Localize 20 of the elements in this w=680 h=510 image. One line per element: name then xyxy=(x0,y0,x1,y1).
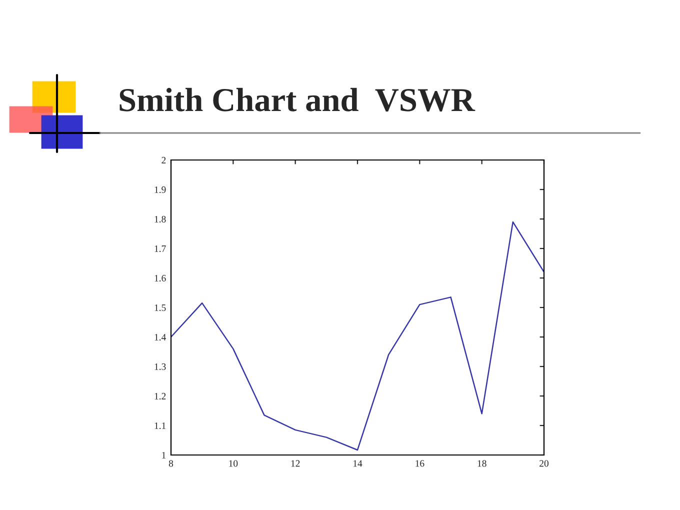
y-tick-label: 1.4 xyxy=(154,334,166,341)
x-tick-label: 12 xyxy=(291,460,300,467)
x-tick-label: 20 xyxy=(540,460,548,467)
x-tick-label: 8 xyxy=(168,460,174,467)
y-tick-label: 1.7 xyxy=(154,245,166,252)
y-tick-label: 1.5 xyxy=(154,304,166,312)
y-tick-label: 1.3 xyxy=(154,363,166,370)
chart-title: Smith Chart and VSWR xyxy=(120,88,476,112)
x-tick-label: 16 xyxy=(416,460,424,467)
y-tick-label: 1.8 xyxy=(154,216,166,223)
y-tick-label: 1.6 xyxy=(154,274,166,282)
y-tick-label: 2 xyxy=(162,156,166,164)
x-tick-label: 18 xyxy=(478,460,486,467)
line-series xyxy=(171,221,544,451)
y-tick-label: 1.1 xyxy=(154,422,166,430)
y-tick-label: 1.9 xyxy=(154,186,166,194)
x-tick-label: 10 xyxy=(229,460,238,467)
y-tick-label: 1 xyxy=(162,452,166,458)
x-tick-label: 14 xyxy=(353,460,362,467)
y-tick-label: 1.2 xyxy=(154,392,166,400)
